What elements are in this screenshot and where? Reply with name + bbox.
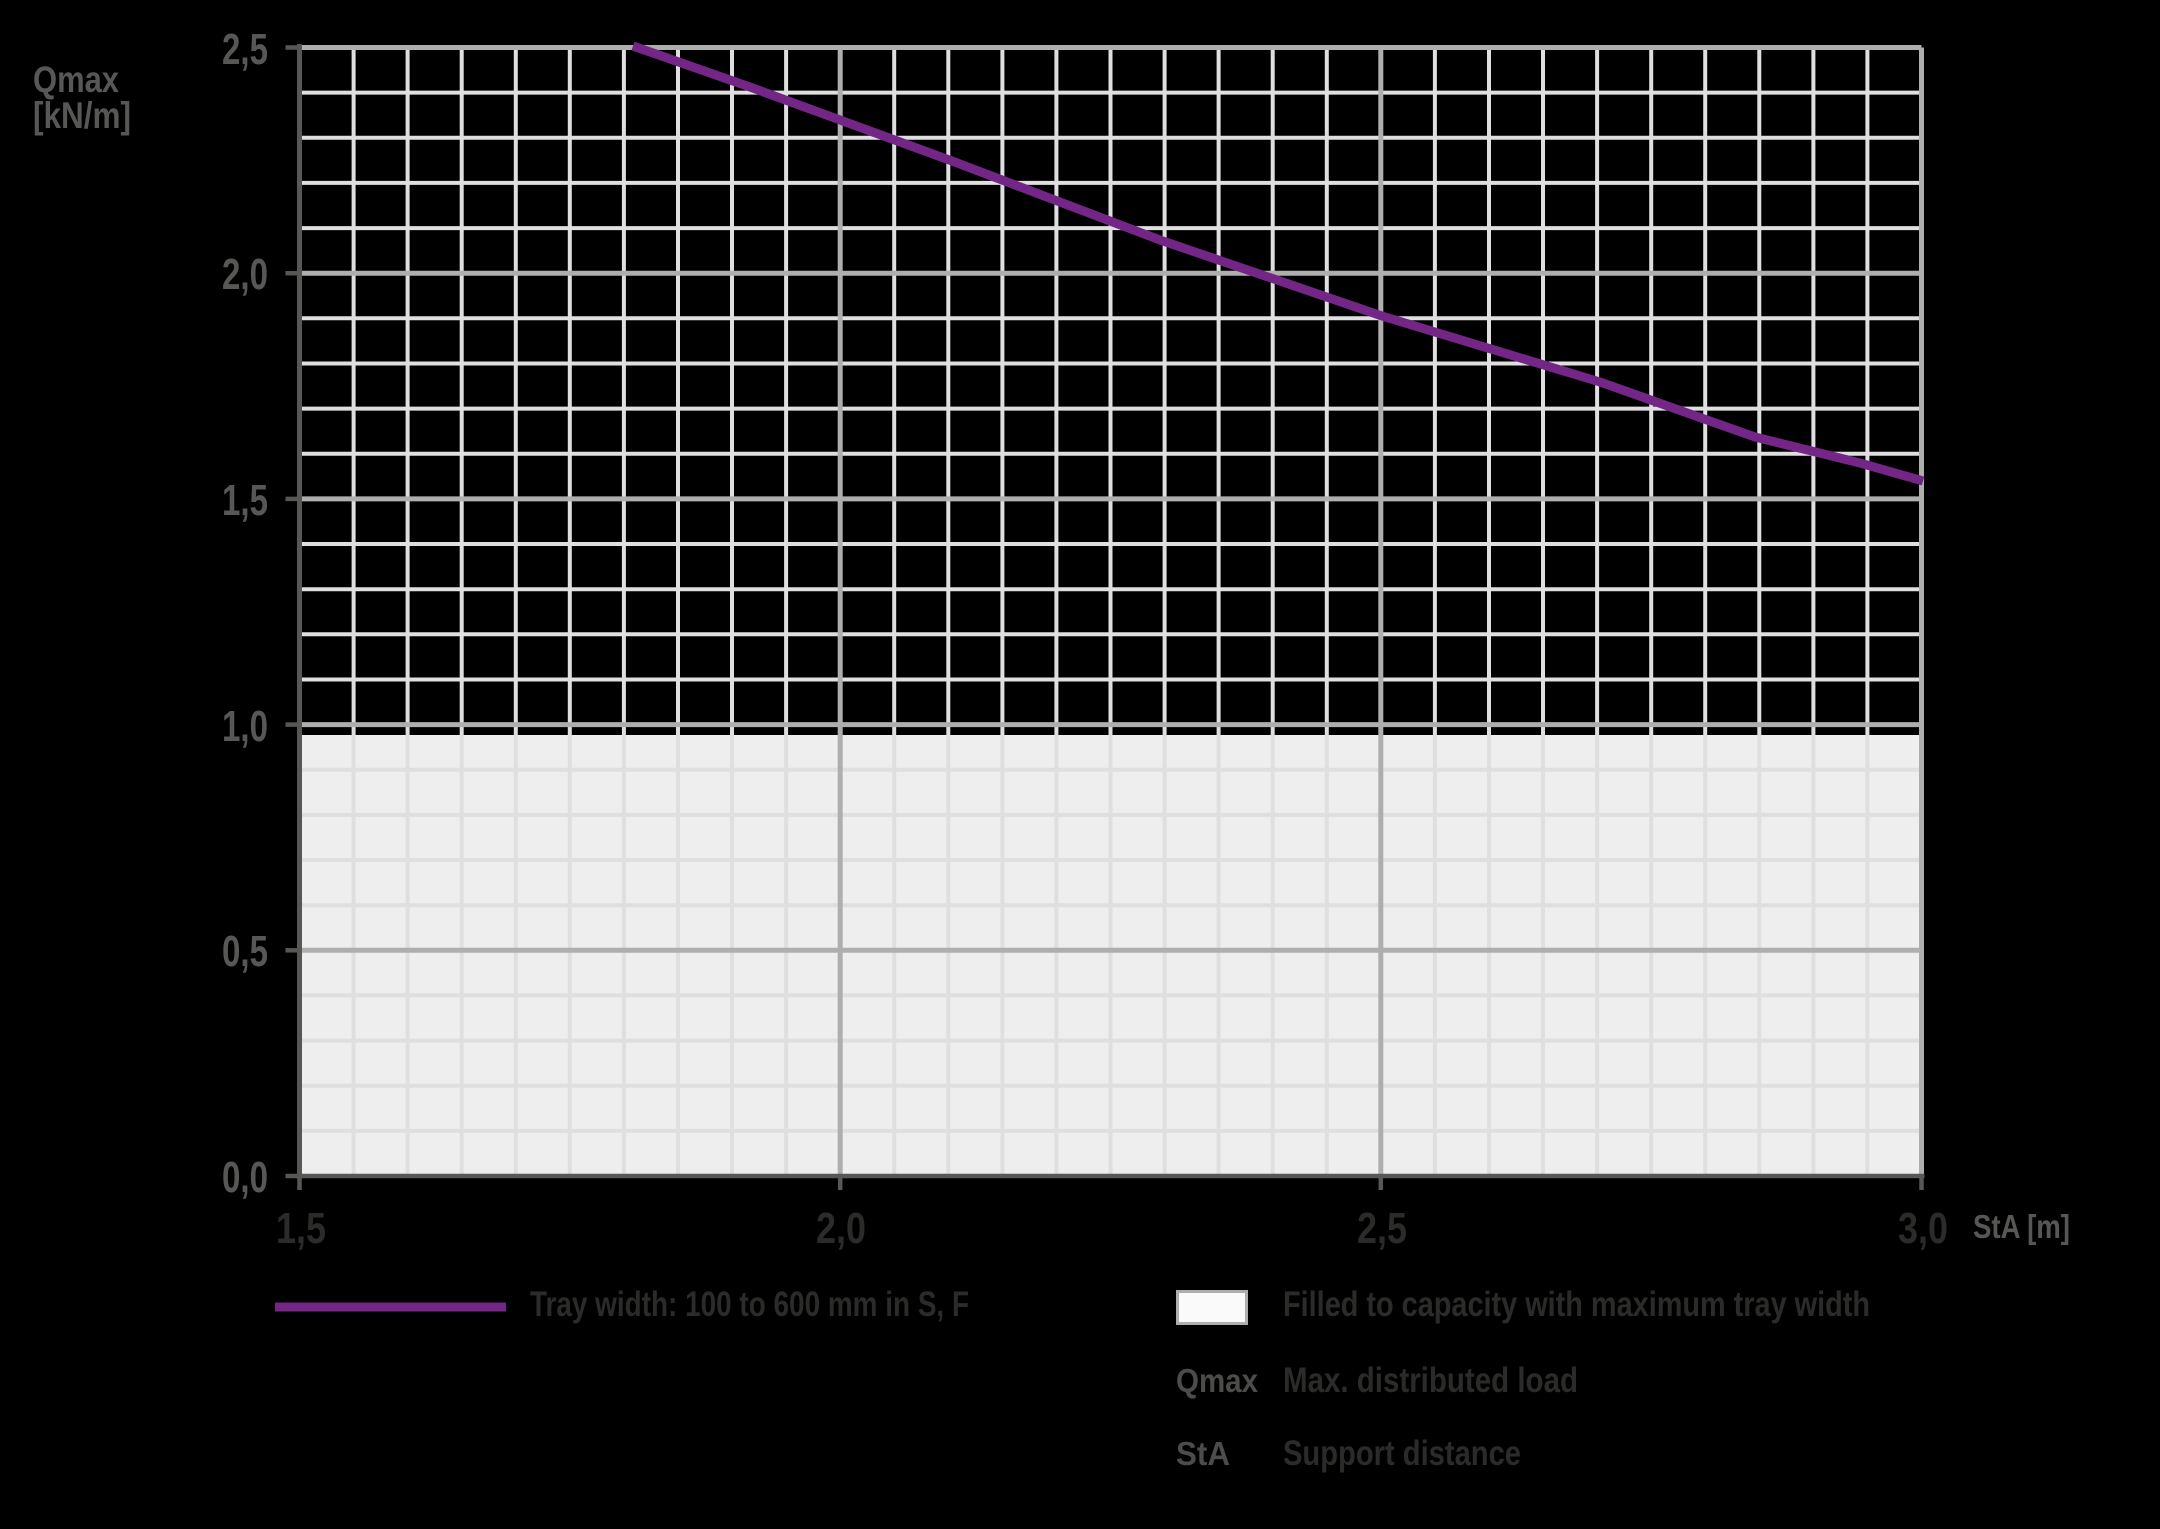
svg-text:StA: StA [1176, 1435, 1230, 1472]
svg-text:0,0: 0,0 [222, 1153, 268, 1202]
svg-text:1,0: 1,0 [222, 702, 268, 751]
svg-text:1,5: 1,5 [276, 1204, 326, 1253]
svg-text:Support distance: Support distance [1283, 1434, 1521, 1473]
svg-text:2,5: 2,5 [222, 25, 268, 74]
svg-text:2,5: 2,5 [1357, 1204, 1407, 1253]
svg-text:1,5: 1,5 [222, 476, 268, 525]
svg-text:Qmax: Qmax [33, 59, 119, 100]
svg-text:2,0: 2,0 [816, 1204, 866, 1253]
svg-text:3,0: 3,0 [1898, 1204, 1948, 1253]
svg-text:Filled to capacity with maximu: Filled to capacity with maximum tray wid… [1283, 1285, 1870, 1324]
svg-text:Qmax: Qmax [1176, 1362, 1259, 1399]
svg-text:[kN/m]: [kN/m] [33, 95, 131, 136]
svg-text:Tray width: 100 to 600 mm in S: Tray width: 100 to 600 mm in S, F [530, 1285, 969, 1324]
svg-text:Max. distributed load: Max. distributed load [1283, 1361, 1578, 1400]
svg-text:0,5: 0,5 [222, 927, 268, 976]
svg-text:2,0: 2,0 [222, 250, 268, 299]
svg-text:StA [m]: StA [m] [1973, 1208, 2070, 1245]
